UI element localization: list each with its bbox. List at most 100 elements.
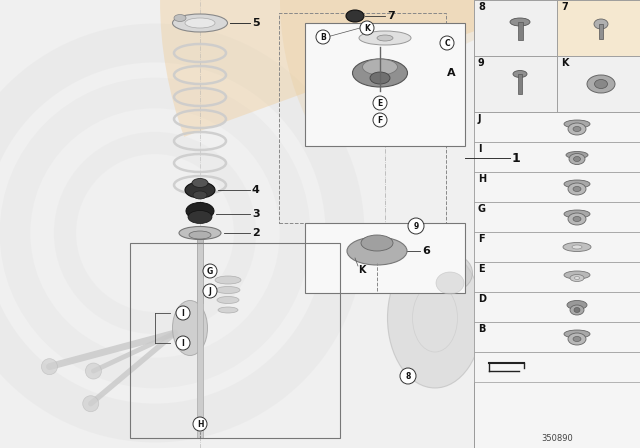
Text: E: E xyxy=(478,264,484,274)
Text: C: C xyxy=(444,39,450,47)
Ellipse shape xyxy=(564,330,590,338)
Ellipse shape xyxy=(510,18,530,26)
Ellipse shape xyxy=(573,336,581,341)
Bar xyxy=(279,13,446,223)
Text: 8: 8 xyxy=(478,2,485,12)
Bar xyxy=(518,74,522,94)
Bar xyxy=(197,243,203,438)
Ellipse shape xyxy=(513,70,527,78)
Ellipse shape xyxy=(216,287,240,293)
Ellipse shape xyxy=(564,180,590,188)
Text: H: H xyxy=(196,419,204,428)
Text: F: F xyxy=(478,234,484,244)
Ellipse shape xyxy=(564,120,590,128)
Ellipse shape xyxy=(566,151,588,159)
Ellipse shape xyxy=(568,183,586,195)
Text: 2: 2 xyxy=(252,228,260,238)
Ellipse shape xyxy=(570,305,584,315)
Bar xyxy=(474,0,557,56)
Bar xyxy=(474,202,640,232)
Text: 5: 5 xyxy=(252,18,260,28)
Circle shape xyxy=(193,417,207,431)
Ellipse shape xyxy=(359,31,411,45)
Ellipse shape xyxy=(573,156,580,161)
Ellipse shape xyxy=(350,241,380,250)
Ellipse shape xyxy=(568,123,586,135)
Ellipse shape xyxy=(377,35,393,41)
Text: 7: 7 xyxy=(561,2,568,12)
Text: G: G xyxy=(478,204,486,214)
Bar xyxy=(557,0,640,56)
Bar xyxy=(474,292,640,322)
Circle shape xyxy=(85,363,101,379)
Ellipse shape xyxy=(370,72,390,84)
Circle shape xyxy=(176,336,190,350)
Ellipse shape xyxy=(346,10,364,22)
Ellipse shape xyxy=(361,235,393,251)
Text: I: I xyxy=(182,309,184,318)
Text: D: D xyxy=(478,294,486,304)
Ellipse shape xyxy=(185,18,215,28)
Circle shape xyxy=(203,284,217,298)
Circle shape xyxy=(360,21,374,35)
Circle shape xyxy=(373,96,387,110)
Text: 6: 6 xyxy=(422,246,430,256)
Bar xyxy=(474,232,640,262)
Circle shape xyxy=(316,30,330,44)
Text: F: F xyxy=(378,116,383,125)
Ellipse shape xyxy=(436,272,464,294)
Text: B: B xyxy=(320,33,326,42)
Ellipse shape xyxy=(387,248,483,388)
Ellipse shape xyxy=(218,307,238,313)
Ellipse shape xyxy=(173,301,207,356)
Ellipse shape xyxy=(587,75,615,93)
Ellipse shape xyxy=(572,245,582,249)
Circle shape xyxy=(203,264,217,278)
Text: J: J xyxy=(209,287,211,296)
Text: G: G xyxy=(207,267,213,276)
Ellipse shape xyxy=(362,59,397,75)
Text: B: B xyxy=(478,324,485,334)
Ellipse shape xyxy=(574,307,580,313)
Bar xyxy=(305,223,465,293)
Ellipse shape xyxy=(564,210,590,218)
Circle shape xyxy=(83,396,99,412)
Bar xyxy=(474,142,640,172)
Ellipse shape xyxy=(215,276,241,284)
Ellipse shape xyxy=(573,186,581,191)
Circle shape xyxy=(176,306,190,320)
Ellipse shape xyxy=(413,284,458,352)
Ellipse shape xyxy=(193,191,207,199)
Text: 9: 9 xyxy=(478,58,484,68)
Circle shape xyxy=(440,36,454,50)
Bar xyxy=(197,235,203,303)
Ellipse shape xyxy=(570,275,584,281)
Bar xyxy=(599,24,603,39)
Text: E: E xyxy=(378,99,383,108)
Ellipse shape xyxy=(564,271,590,279)
Text: A: A xyxy=(447,68,456,78)
Ellipse shape xyxy=(595,79,607,89)
Circle shape xyxy=(400,368,416,384)
Wedge shape xyxy=(280,0,560,118)
Bar xyxy=(518,22,522,40)
Ellipse shape xyxy=(563,242,591,251)
Ellipse shape xyxy=(192,178,208,188)
Text: 8: 8 xyxy=(405,371,411,380)
Ellipse shape xyxy=(351,251,379,259)
Ellipse shape xyxy=(189,231,211,239)
Bar xyxy=(474,172,640,202)
Ellipse shape xyxy=(179,227,221,240)
Circle shape xyxy=(373,113,387,127)
Text: H: H xyxy=(478,174,486,184)
Ellipse shape xyxy=(174,14,186,22)
Ellipse shape xyxy=(185,182,215,198)
Ellipse shape xyxy=(594,19,608,29)
Ellipse shape xyxy=(353,59,408,87)
Bar xyxy=(557,56,640,112)
Bar xyxy=(305,23,465,146)
Bar xyxy=(474,112,640,142)
Text: I: I xyxy=(182,339,184,348)
Text: 4: 4 xyxy=(252,185,260,195)
Ellipse shape xyxy=(573,126,581,132)
